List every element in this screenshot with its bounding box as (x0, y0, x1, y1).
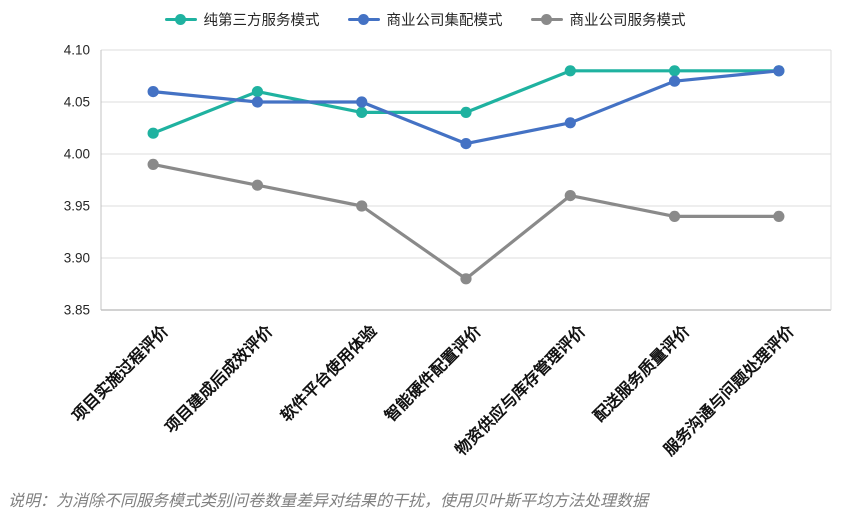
legend-item-series-2[interactable]: 商业公司服务模式 (530, 9, 686, 30)
data-point[interactable] (460, 273, 472, 285)
data-point[interactable] (668, 65, 681, 77)
data-point[interactable] (251, 86, 264, 98)
data-point[interactable] (251, 96, 264, 108)
series-line-2 (151, 162, 781, 281)
legend-label: 商业公司服务模式 (569, 13, 686, 29)
data-point[interactable] (668, 210, 681, 222)
data-point[interactable] (564, 190, 576, 202)
x-category-label: 项目建成后成效评价 (161, 321, 277, 437)
data-point[interactable] (147, 86, 159, 98)
data-point[interactable] (460, 106, 472, 118)
data-point[interactable] (147, 158, 159, 170)
y-tick-label: 3.95 (64, 199, 90, 214)
data-point[interactable] (356, 200, 368, 212)
data-point[interactable] (564, 117, 576, 129)
data-point[interactable] (356, 106, 368, 118)
chart-footnote: 说明：为消除不同服务模式类别问卷数量差异对结果的干扰，使用贝叶斯平均方法处理数据 (8, 493, 649, 510)
x-category-label: 项目实施过程评价 (68, 321, 173, 426)
x-category-label: 智能硬件配置评价 (381, 321, 486, 426)
legend-item-series-1[interactable]: 商业公司集配模式 (347, 9, 503, 30)
y-tick-label: 3.90 (64, 251, 90, 266)
data-point[interactable] (668, 75, 681, 87)
data-point[interactable] (773, 210, 785, 222)
data-point[interactable] (147, 127, 159, 139)
line-chart: 3.85 3.90 3.95 4.00 4.05 4.10 项目实施过程评价项目建成后成效评… (64, 43, 832, 459)
legend-label: 纯第三方服务模式 (203, 13, 320, 29)
y-tick-label: 3.85 (64, 303, 90, 318)
data-point[interactable] (773, 65, 785, 77)
legend-marker-icon (530, 14, 563, 26)
y-tick-label: 4.00 (64, 147, 90, 162)
legend-item-series-0[interactable]: 纯第三方服务模式 (164, 9, 320, 30)
x-category-label: 配送服务质量评价 (589, 321, 694, 426)
legend-label: 商业公司集配模式 (386, 13, 503, 29)
legend-marker-icon (347, 14, 380, 26)
data-point[interactable] (564, 65, 576, 77)
y-tick-label: 4.05 (64, 95, 90, 110)
data-point[interactable] (251, 179, 264, 191)
data-point[interactable] (460, 138, 472, 150)
legend-marker-icon (164, 14, 197, 26)
data-point[interactable] (356, 96, 368, 108)
x-category-label: 软件平台使用体验 (277, 321, 382, 426)
y-tick-label: 4.10 (64, 43, 90, 58)
chart-legend: 纯第三方服务模式 商业公司集配模式 商业公司服务模式 (0, 9, 850, 30)
